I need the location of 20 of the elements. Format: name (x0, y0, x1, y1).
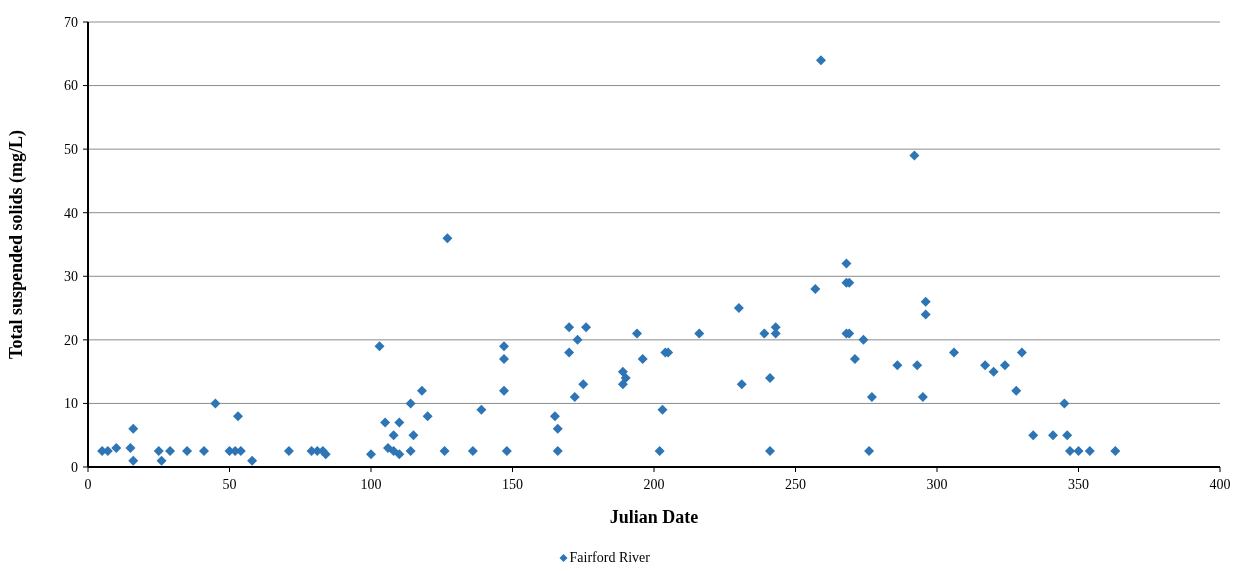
x-tick-label: 400 (1209, 477, 1231, 492)
x-tick-label: 300 (926, 477, 948, 492)
x-tick-label: 0 (84, 477, 92, 492)
y-tick-label: 60 (64, 78, 78, 94)
y-tick-label: 10 (64, 396, 78, 412)
x-tick-label: 100 (360, 477, 382, 492)
x-tick-label: 150 (502, 477, 523, 492)
y-tick-label: 0 (71, 459, 78, 475)
legend-label: Fairford River (569, 550, 651, 565)
x-tick-label: 50 (222, 477, 237, 492)
x-tick-label: 200 (643, 477, 665, 492)
x-tick-label: 350 (1068, 477, 1089, 492)
y-tick-label: 30 (64, 269, 78, 285)
x-tick-label: 250 (785, 477, 806, 492)
y-tick-label: 50 (64, 142, 78, 158)
x-axis-title: Julian Date (609, 507, 699, 527)
y-tick-label: 20 (64, 332, 78, 348)
y-axis-title: Total suspended solids (mg/L) (6, 130, 27, 359)
y-tick-label: 70 (64, 14, 78, 30)
y-tick-label: 40 (64, 205, 78, 221)
